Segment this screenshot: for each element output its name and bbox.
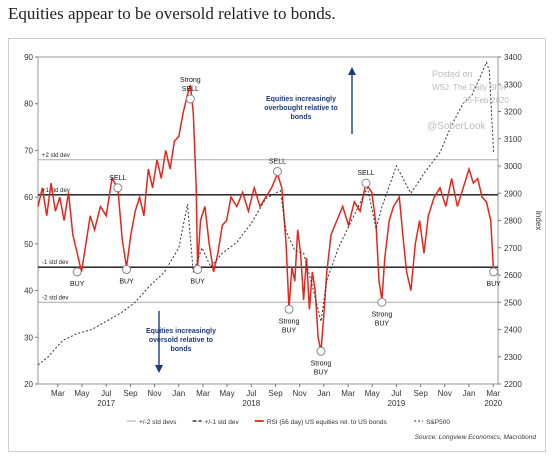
signal-marker (185, 94, 195, 104)
y-left-tick-label: 90 (24, 53, 33, 62)
x-year-label: 2017 (97, 399, 115, 408)
legend-label: RSI (56 day) US equities rel. to US bond… (267, 419, 388, 426)
signal-marker (272, 166, 282, 176)
source-note: Source: Longview Economics, Macrobond (415, 434, 537, 441)
y-right-tick-label: 3400 (504, 53, 522, 62)
signal-label: SELL (109, 175, 126, 182)
x-tick-label: Sep (268, 389, 283, 398)
x-tick-label: Mar (486, 389, 500, 398)
x-tick-label: Nov (438, 389, 452, 398)
x-tick-label: Sep (414, 389, 429, 398)
x-tick-label: Nov (293, 389, 307, 398)
signal-label: BUY (486, 281, 501, 288)
y-right-tick-label: 3000 (504, 162, 522, 171)
reference-line-label: +1 std dev (42, 188, 70, 194)
reference-line-label: +2 std dev (42, 153, 70, 159)
x-tick-label: Jan (317, 389, 330, 398)
signal-marker (122, 265, 132, 275)
signal-label: BUY (314, 369, 329, 376)
x-tick-label: Jul (246, 389, 256, 398)
callout-overbought: bonds (291, 114, 312, 121)
signal-marker (193, 265, 203, 275)
watermark-text: Posted on (432, 69, 473, 79)
signal-label: BUY (282, 327, 297, 334)
signal-label: Strong (180, 77, 201, 84)
y-right-tick-label: 2900 (504, 189, 522, 198)
y-right-tick-label: 3200 (504, 108, 522, 117)
legend-label: +/-1 std dev (205, 419, 240, 426)
y-right-tick-label: 3100 (504, 135, 522, 144)
callout-oversold: Equities increasingly (146, 328, 216, 335)
callout-overbought: overbought relative to (264, 105, 338, 112)
signal-label: SELL (357, 170, 374, 177)
signal-marker (361, 178, 371, 188)
y-left-tick-label: 60 (24, 193, 33, 202)
reference-line-label: -1 std dev (42, 260, 68, 266)
x-tick-label: Sep (123, 389, 138, 398)
x-tick-label: Mar (51, 389, 65, 398)
x-year-label: 2019 (388, 399, 406, 408)
legend-label: S&P500 (426, 419, 450, 426)
y-right-tick-label: 2500 (504, 298, 522, 307)
y-right-tick-label: 3300 (504, 80, 522, 89)
signal-label: SELL (182, 86, 199, 93)
signal-label: BUY (375, 320, 390, 327)
x-tick-label: May (365, 389, 380, 398)
y-right-tick-label: 2700 (504, 244, 522, 253)
overbought-arrow-head (348, 67, 356, 75)
y-left-tick-label: 30 (24, 333, 33, 342)
signal-label: BUY (70, 281, 85, 288)
signal-marker (377, 297, 387, 307)
callout-oversold: bonds (171, 346, 192, 353)
y-left-tick-label: 80 (24, 100, 33, 109)
watermark-text: @SoberLook (427, 121, 487, 132)
headline: Equities appear to be oversold relative … (8, 4, 336, 23)
x-tick-label: Jul (101, 389, 111, 398)
signal-marker (72, 267, 82, 277)
oversold-arrow-head (155, 365, 163, 373)
spx-series-line (37, 61, 495, 366)
x-year-label: 2020 (484, 399, 502, 408)
x-tick-label: Mar (196, 389, 210, 398)
y-right-tick-label: 2400 (504, 326, 522, 335)
signal-label: Strong (279, 318, 300, 325)
signal-marker (284, 304, 294, 314)
signal-label: SELL (269, 158, 286, 165)
x-tick-label: May (74, 389, 89, 398)
callout-oversold: oversold relative to (149, 337, 213, 344)
callout-overbought: Equities increasingly (266, 96, 336, 103)
y-right-tick-label: 2200 (504, 380, 522, 389)
signal-label: Strong (372, 311, 393, 318)
x-year-label: 2018 (242, 399, 260, 408)
signal-marker (113, 183, 123, 193)
y-right-tick-label: 2800 (504, 217, 522, 226)
y-right-axis-label: Index (534, 211, 543, 231)
rsi-series-line (37, 84, 495, 352)
x-tick-label: Jan (463, 389, 476, 398)
signal-label: Strong (311, 360, 332, 367)
y-left-tick-label: 20 (24, 380, 33, 389)
signal-marker (489, 267, 499, 277)
x-tick-label: Jan (172, 389, 185, 398)
x-tick-label: May (220, 389, 235, 398)
signal-label: BUY (119, 279, 134, 286)
signal-label: BUY (190, 279, 205, 286)
reference-line-label: -2 std dev (42, 295, 68, 301)
y-right-tick-label: 2600 (504, 271, 522, 280)
y-right-tick-label: 2300 (504, 353, 522, 362)
y-left-tick-label: 50 (24, 240, 33, 249)
y-left-tick-label: 40 (24, 287, 33, 296)
chart-svg: 20 30 40 50 60 70 80 90 2200 2300 2400 2500 2600 2700… (24, 53, 543, 441)
chart-frame: 20 30 40 50 60 70 80 90 2200 2300 2400 2500 2600 2700… (8, 38, 546, 452)
x-tick-label: Mar (341, 389, 355, 398)
y-left-tick-label: 70 (24, 146, 33, 155)
signal-marker (316, 346, 326, 356)
watermark-text: WSJ: The Daily Shot (432, 83, 506, 92)
x-tick-label: Nov (147, 389, 161, 398)
legend-label: +/-2 std devs (139, 419, 177, 426)
x-tick-label: Jul (391, 389, 401, 398)
watermark-text: 25-Feb-2020 (463, 96, 509, 105)
